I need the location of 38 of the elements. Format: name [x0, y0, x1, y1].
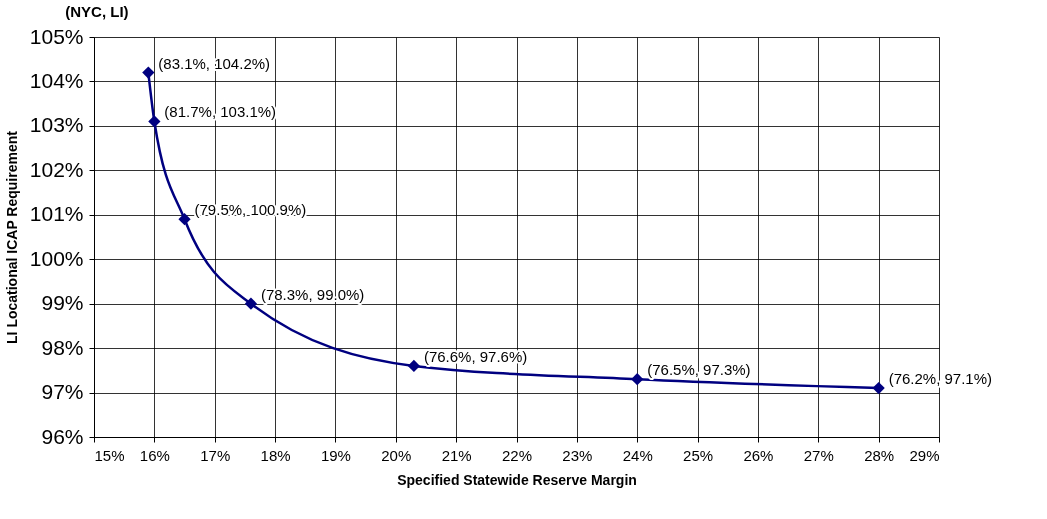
y-tick-label: 102%: [29, 157, 84, 181]
x-tick-label: 27%: [803, 446, 834, 464]
x-tick-label: 21%: [441, 446, 472, 464]
point: [142, 66, 155, 79]
x-tick-label: 29%: [909, 446, 940, 464]
x-tick-label: 15%: [94, 446, 125, 464]
y-tick-label: 104%: [29, 68, 84, 92]
point: [178, 213, 191, 226]
x-tick-label: 26%: [743, 446, 774, 464]
x-tick-label: 19%: [320, 446, 351, 464]
data-label: (76.5%, 97.3%): [647, 361, 751, 379]
y-axis-title: LI Locational ICAP Requirement: [3, 130, 20, 344]
x-tick-label: 20%: [381, 446, 412, 464]
point: [407, 359, 421, 373]
x-tick-label: 16%: [139, 446, 170, 464]
y-tick-label: 96%: [41, 424, 84, 448]
y-tick-label: 100%: [29, 246, 84, 270]
data-label: (81.7%, 103.1%): [164, 103, 277, 121]
x-tick-label: 18%: [260, 446, 291, 464]
x-tick-label: 28%: [864, 446, 895, 464]
point: [148, 115, 161, 128]
point: [872, 381, 885, 395]
point: [244, 297, 258, 310]
data-label: (76.2%, 97.1%): [888, 370, 993, 388]
y-tick-label: 98%: [41, 335, 84, 359]
x-tick-label: 17%: [200, 446, 231, 464]
x-tick-label: 25%: [683, 446, 714, 464]
x-tick-label: 22%: [501, 446, 533, 464]
y-tick-label: 105%: [29, 24, 84, 48]
chart-title: (NYC, LI): [65, 3, 129, 20]
y-tick-label: 99%: [41, 291, 84, 315]
y-tick-label: 103%: [29, 113, 84, 137]
x-tick-label: 24%: [622, 446, 653, 464]
y-tick-label: 97%: [41, 380, 84, 404]
x-tick-label: 23%: [562, 446, 593, 464]
x-axis-title: Specified Statewide Reserve Margin: [397, 471, 637, 488]
point: [631, 373, 644, 386]
y-tick-label: 101%: [29, 202, 84, 226]
